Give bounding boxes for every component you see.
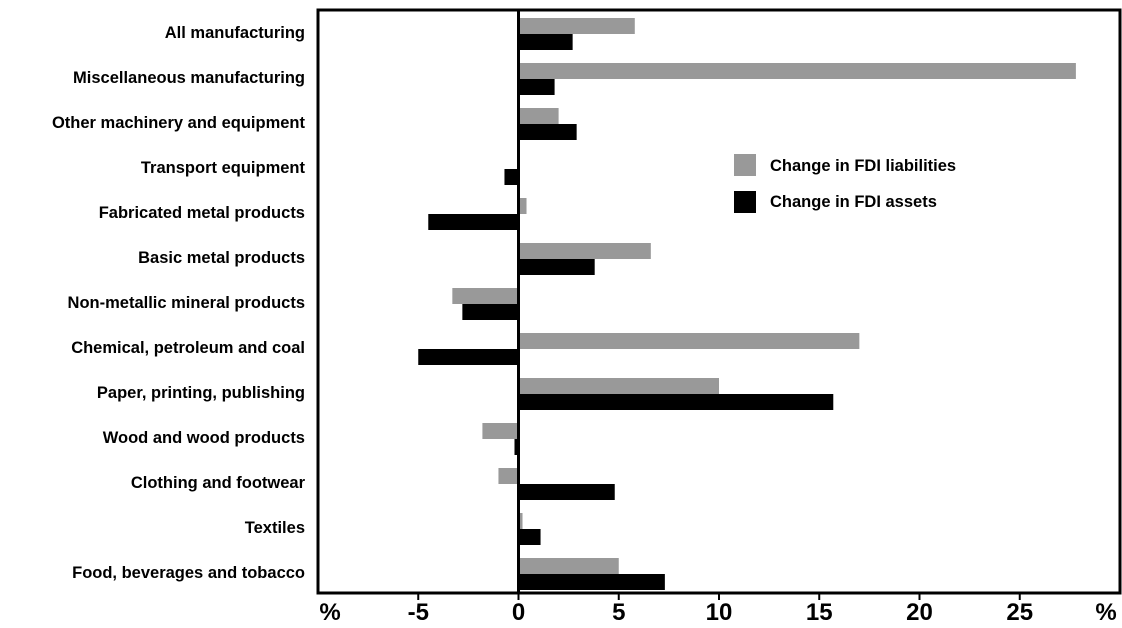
bar-assets-0 (519, 34, 573, 50)
x-unit-label-right: % (1095, 599, 1116, 626)
x-tick-label: 25 (1006, 599, 1033, 626)
category-label: Chemical, petroleum and coal (71, 339, 305, 357)
axes-group (318, 10, 1120, 600)
bar-assets-6 (462, 304, 518, 320)
bar-liabilities-2 (519, 108, 559, 124)
category-label: Food, beverages and tobacco (72, 564, 305, 582)
bar-liabilities-9 (482, 423, 518, 439)
category-label: Non-metallic mineral products (68, 294, 305, 312)
category-labels: All manufacturing Miscellaneous manufactu… (52, 24, 306, 582)
bar-assets-1 (519, 79, 555, 95)
bar-assets-3 (504, 169, 518, 185)
bar-liabilities-12 (519, 558, 619, 574)
bar-liabilities-6 (452, 288, 518, 304)
bars-group (418, 18, 1076, 590)
category-label: Clothing and footwear (131, 474, 306, 492)
bar-liabilities-1 (519, 63, 1076, 79)
category-label: Transport equipment (141, 159, 306, 177)
category-label: All manufacturing (165, 24, 305, 42)
bar-liabilities-0 (519, 18, 635, 34)
legend-swatch-assets (734, 191, 756, 213)
legend: Change in FDI liabilities Change in FDI … (734, 154, 956, 213)
bar-assets-12 (519, 574, 665, 590)
category-label: Textiles (245, 519, 305, 537)
bar-assets-8 (519, 394, 834, 410)
bar-liabilities-8 (519, 378, 720, 394)
plot-frame (318, 10, 1120, 593)
x-tick-labels: -5 0 5 10 15 20 25 (408, 599, 1034, 626)
bar-assets-10 (519, 484, 615, 500)
category-label: Fabricated metal products (99, 204, 305, 222)
bar-assets-4 (428, 214, 518, 230)
bar-liabilities-7 (519, 333, 860, 349)
bar-assets-11 (519, 529, 541, 545)
bar-liabilities-10 (498, 468, 518, 484)
x-tick-label: 15 (806, 599, 833, 626)
x-tick-label: -5 (408, 599, 429, 626)
category-label: Wood and wood products (103, 429, 305, 447)
legend-label-liabilities: Change in FDI liabilities (770, 157, 956, 175)
x-unit-label-left: % (319, 599, 340, 626)
x-tick-label: 0 (512, 599, 525, 626)
category-label: Basic metal products (138, 249, 305, 267)
bar-assets-2 (519, 124, 577, 140)
category-label: Other machinery and equipment (52, 114, 306, 132)
category-label: Miscellaneous manufacturing (73, 69, 305, 87)
x-tick-label: 5 (612, 599, 625, 626)
bar-liabilities-5 (519, 243, 651, 259)
legend-label-assets: Change in FDI assets (770, 193, 937, 211)
x-tick-label: 20 (906, 599, 933, 626)
x-tick-label: 10 (706, 599, 733, 626)
legend-swatch-liabilities (734, 154, 756, 176)
category-label: Paper, printing, publishing (97, 384, 305, 402)
bar-assets-7 (418, 349, 518, 365)
bar-assets-5 (519, 259, 595, 275)
